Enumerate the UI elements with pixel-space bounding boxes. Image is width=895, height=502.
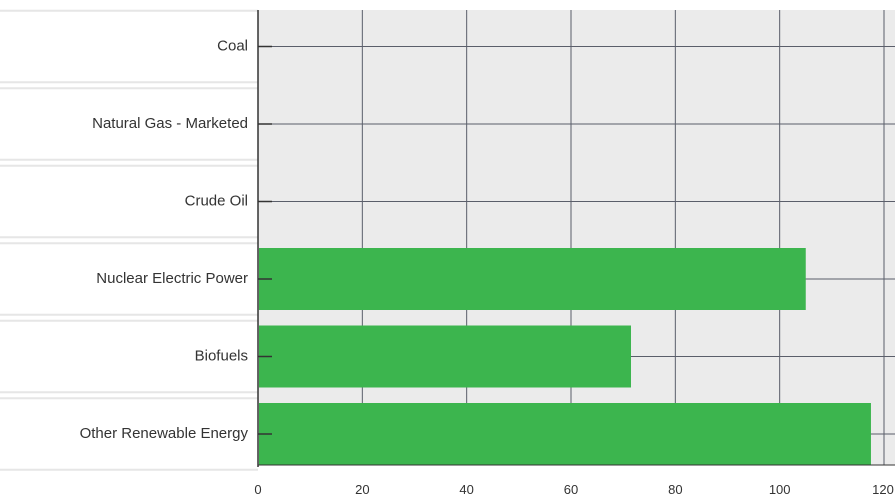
bar-nuclear-electric-power xyxy=(259,248,806,310)
category-label-nuclear-electric-power: Nuclear Electric Power xyxy=(96,270,248,287)
x-tick-label-120: 120 xyxy=(872,482,894,497)
x-tick-label-60: 60 xyxy=(564,482,578,497)
bars xyxy=(259,248,871,465)
category-label-other-renewable-energy: Other Renewable Energy xyxy=(80,425,249,442)
x-tick-label-100: 100 xyxy=(769,482,791,497)
bar-biofuels xyxy=(259,325,631,388)
plot-area xyxy=(258,10,895,465)
category-label-coal: Coal xyxy=(217,37,248,54)
category-label-biofuels: Biofuels xyxy=(195,347,248,364)
x-tick-label-20: 20 xyxy=(355,482,369,497)
x-tick-label-80: 80 xyxy=(668,482,682,497)
category-label-natural-gas-marketed: Natural Gas - Marketed xyxy=(92,115,248,132)
category-label-crude-oil: Crude Oil xyxy=(185,192,248,209)
category-label-bands xyxy=(0,9,258,471)
x-tick-labels: 0 20 40 60 80 100 120 xyxy=(254,482,893,497)
bar-other-renewable-energy xyxy=(259,403,871,465)
axes xyxy=(257,10,895,467)
category-labels: Coal Natural Gas - Marketed Crude Oil Nucle… xyxy=(80,37,249,442)
x-tick-label-40: 40 xyxy=(459,482,473,497)
x-tick-label-0: 0 xyxy=(254,482,261,497)
